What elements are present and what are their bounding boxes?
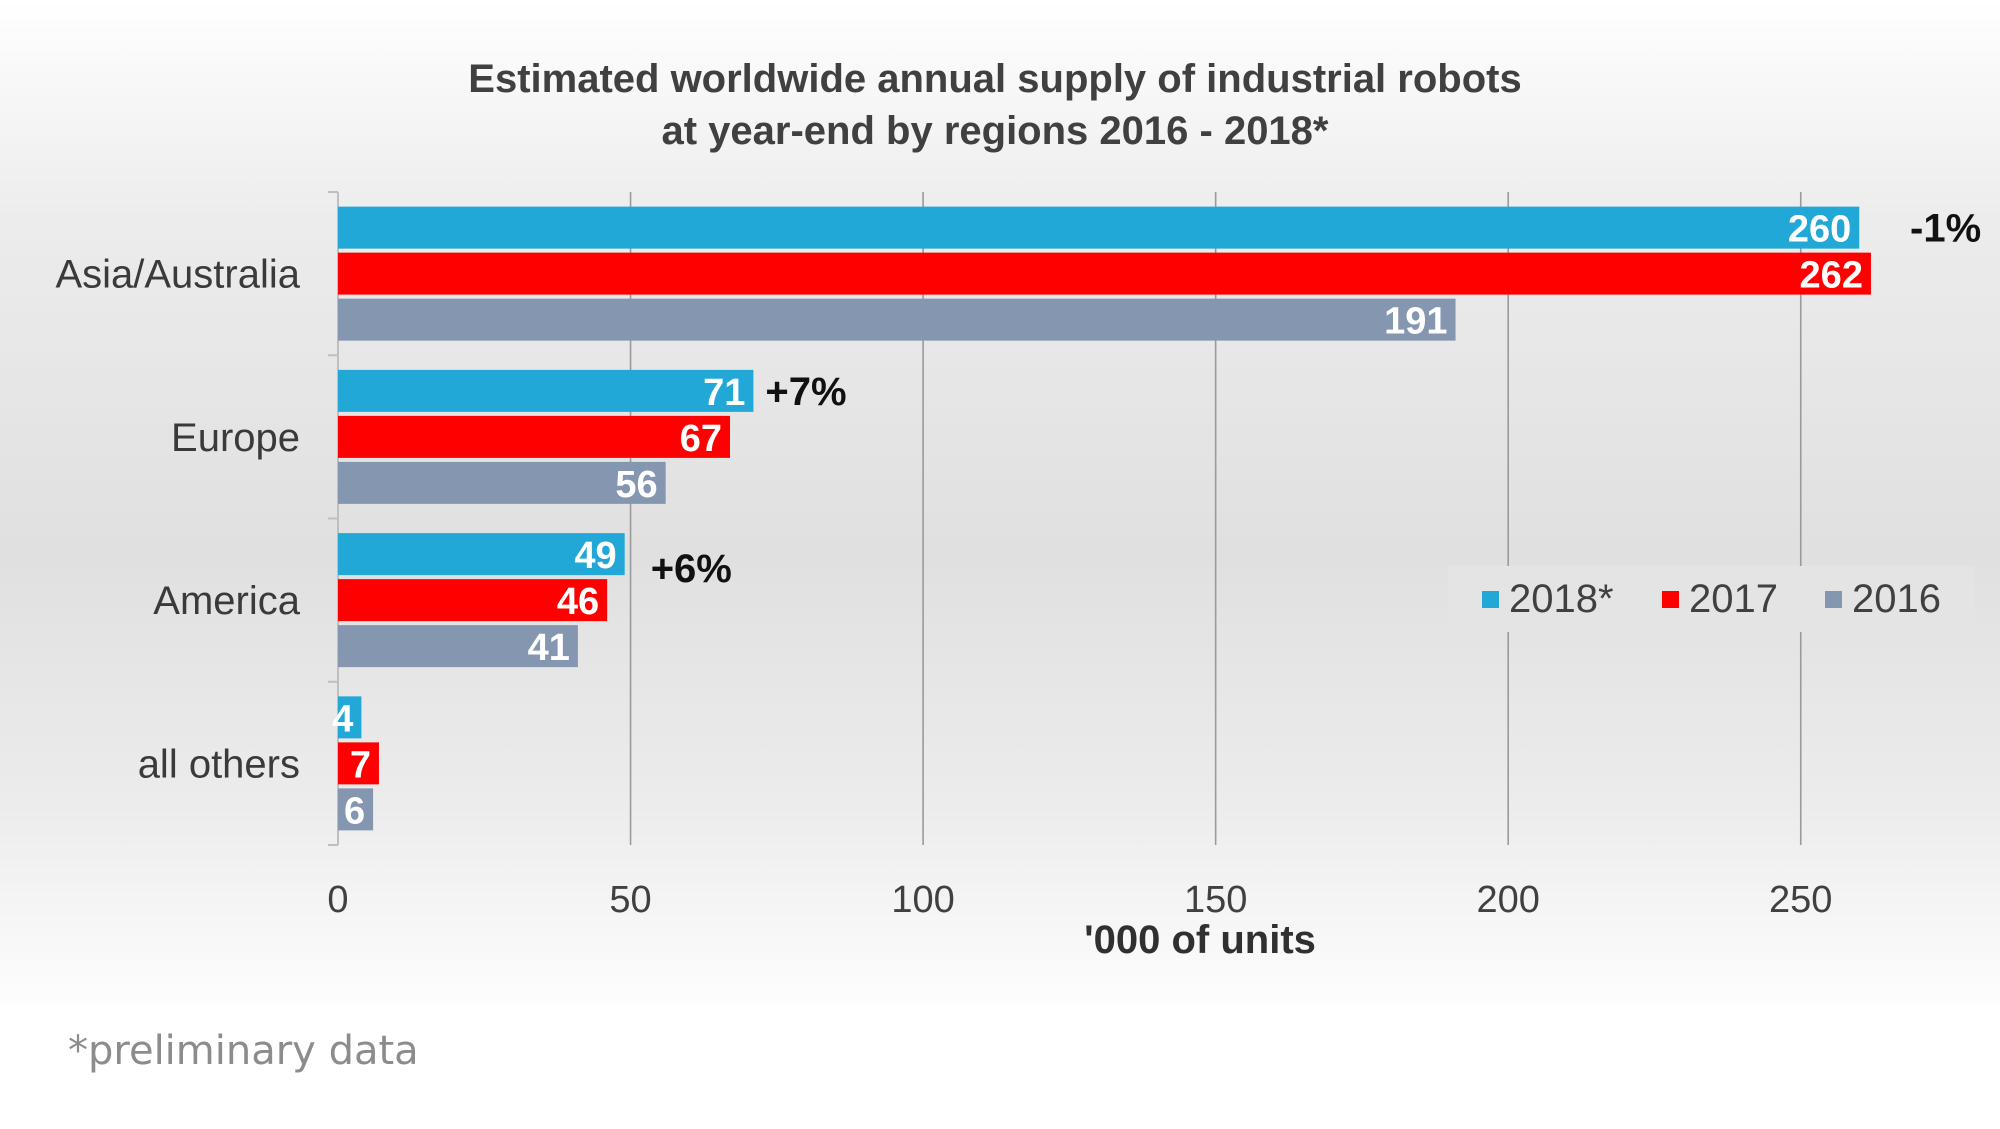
growth-label: -1% [1910, 207, 1981, 251]
data-label: 260 [1788, 209, 1851, 251]
x-tick-label: 150 [1184, 879, 1247, 921]
data-label: 49 [574, 535, 616, 577]
legend: 2018* 2017 2016 [1448, 566, 1974, 632]
bar-chart: Estimated worldwide annual supply of ind… [55, 57, 1981, 962]
bar [338, 298, 1456, 341]
x-tick-label: 200 [1476, 879, 1539, 921]
legend-swatch [1662, 591, 1679, 608]
category-label: America [153, 579, 300, 623]
legend-label: 2017 [1689, 577, 1778, 621]
footnote: *preliminary data [68, 1028, 419, 1074]
data-label: 71 [703, 372, 745, 414]
bar [338, 625, 578, 668]
x-tick-label: 50 [609, 879, 651, 921]
data-label: 41 [528, 627, 570, 669]
bar [338, 742, 379, 785]
legend-box [1448, 566, 1974, 632]
category-label: all others [138, 742, 300, 786]
legend-label: 2018* [1509, 577, 1614, 621]
growth-label: +7% [765, 370, 846, 414]
bar [338, 206, 1860, 249]
bar [338, 415, 731, 458]
category-label: Europe [171, 416, 300, 460]
x-tick-label: 0 [327, 879, 348, 921]
x-tick-label: 250 [1769, 879, 1832, 921]
growth-label: +6% [651, 547, 732, 591]
x-axis-title: '000 of units [1084, 918, 1316, 962]
bar [338, 461, 666, 504]
data-label: 67 [680, 418, 722, 460]
bar [338, 696, 362, 739]
bar [338, 579, 608, 622]
chart-title-line-2: at year-end by regions 2016 - 2018* [662, 109, 1329, 153]
data-label: 46 [557, 581, 599, 623]
x-axis-tick-labels: 0 50 100 150 200 250 [327, 879, 1832, 921]
data-label: 191 [1384, 301, 1447, 343]
legend-label: 2016 [1852, 577, 1941, 621]
bar [338, 533, 625, 576]
legend-swatch [1482, 591, 1499, 608]
category-labels: Asia/Australia Europe America all others [55, 253, 300, 787]
data-label: 262 [1800, 255, 1863, 297]
bar [338, 369, 754, 412]
bar [338, 788, 374, 831]
data-label: 4 [332, 698, 353, 740]
data-label: 7 [350, 744, 371, 786]
category-label: Asia/Australia [55, 253, 300, 297]
chart-title-line-1: Estimated worldwide annual supply of ind… [468, 57, 1521, 101]
data-label: 6 [344, 790, 365, 832]
data-label: 56 [615, 464, 657, 506]
chart-panel: Estimated worldwide annual supply of ind… [0, 0, 2000, 1005]
x-tick-label: 100 [891, 879, 954, 921]
bar [338, 252, 1871, 295]
legend-swatch [1825, 591, 1842, 608]
